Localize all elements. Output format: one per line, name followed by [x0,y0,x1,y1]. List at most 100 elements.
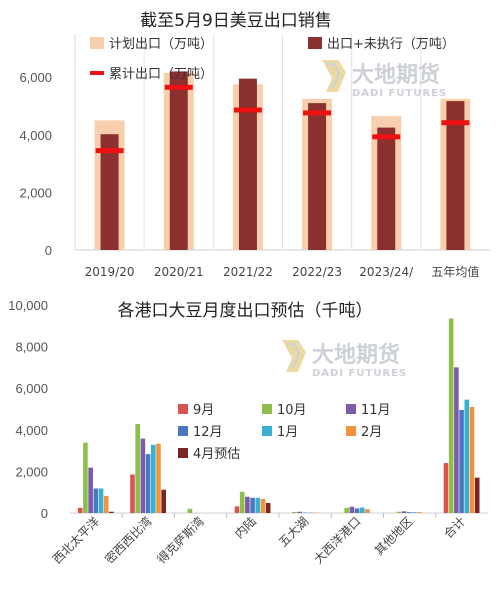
chart1-y-tick-label: 2,000 [19,185,52,200]
port-export-chart: 0 2,000 4,000 6,000 8,000 10,000 西北太平洋 密西西比湾 得克… [8,298,488,567]
month-bar [407,512,412,513]
legend-label-month: 4月预估 [193,447,240,462]
chart2-x-tick-label: 密西西比湾 [101,514,154,567]
chart2-x-tick-label: 五大湖 [275,514,311,550]
month-bar [161,489,166,513]
month-bar [454,367,459,513]
month-bar [349,506,355,513]
legend-swatch-month [178,404,188,414]
legend-label-month: 12月 [193,425,223,440]
export-sales-chart: 0 2,000 4,000 6,000 2019/20 2020/21 2021/22 20… [19,11,490,279]
month-bar [239,491,245,513]
watermark-bottom: 大地期货 DADI FUTURES [282,340,407,379]
legend-label-month: 10月 [277,403,307,418]
export-bar [377,127,396,250]
legend-label-month: 11月 [361,403,391,418]
chart2-y-tick-label: 4,000 [15,423,48,438]
month-bar [83,442,88,513]
legend-swatch-month [346,404,356,414]
dadi-logo-mark-icon-2 [286,343,301,367]
month-bar [98,488,104,513]
month-bar [77,507,83,513]
legend-swatch-month [178,426,188,436]
chart1-x-tick-label: 2023/24/ [359,265,414,279]
legend-label-month: 1月 [277,425,298,440]
watermark-top: 大地期货 DADI FUTURES [322,60,446,99]
chart1-y-tick-label: 0 [45,243,52,258]
month-bar [145,454,151,513]
legend-swatch-month [262,404,272,414]
month-bar [292,511,297,513]
cumulative-marker [372,134,401,140]
watermark-cn: 大地期货 [352,62,440,88]
month-bar [260,498,266,513]
watermark-cn-2: 大地期货 [312,342,400,368]
month-bar [103,495,109,513]
chart2-x-tick-label: 西北太平洋 [49,514,102,567]
month-bar [417,512,423,513]
month-bar [156,443,161,513]
month-bar [150,444,156,513]
chart1-x-tick-label: 2020/21 [154,265,204,279]
month-bar [448,318,454,513]
month-bar [88,467,93,513]
cumulative-marker [441,120,470,126]
export-bar [308,103,327,251]
legend-label-month: 2月 [361,425,382,440]
month-bar [135,423,140,513]
chart2-y-tick-label: 0 [41,506,48,521]
month-bar [401,511,407,513]
chart1-x-tick-label: 2021/22 [223,265,273,279]
legend-swatch-plan [90,37,104,49]
chart2-y-tick-label: 6,000 [15,381,48,396]
chart1-legend: 计划出口（万吨） 出口+未执行（万吨） 累计出口（万吨） [90,37,455,82]
month-bar [412,512,417,513]
month-bar [109,511,114,513]
chart2-legend: 9月 10月 11月 12月 1月 2月 4月预估 [178,403,391,462]
export-bar [446,101,465,250]
chart1-y-tick-label: 4,000 [19,128,52,143]
month-bar [464,399,470,513]
legend-swatch-month [178,448,188,458]
legend-label-month: 9月 [193,403,214,418]
chart2-y-tick-label: 10,000 [8,298,48,313]
chart2-y-tick-label: 2,000 [15,464,48,479]
watermark-en-2: DADI FUTURES [312,368,407,379]
month-bar [469,406,475,513]
month-bar [474,477,480,513]
dadi-logo-mark-icon [326,63,341,87]
chart1-title: 截至5月9日美豆出口销售 [140,11,332,31]
legend-swatch-month [346,426,356,436]
export-bar [169,71,188,250]
chart2-x-tick-label: 其他地区 [372,514,416,558]
export-bar [238,78,257,250]
legend-swatch-month [262,426,272,436]
cumulative-marker [303,110,332,116]
dadi-logo-icon-2 [282,340,306,372]
month-bar [255,497,261,513]
chart2-x-tick-label: 大西洋港口 [310,514,363,567]
chart1-y-tick-label: 6,000 [19,70,52,85]
month-bar [187,508,193,513]
month-bar [140,438,146,513]
month-bar [443,463,449,513]
month-bar [265,503,271,513]
chart2-y-tick-label: 8,000 [15,340,48,355]
month-bar [344,507,349,513]
legend-label-plan: 计划出口（万吨） [109,37,213,52]
cumulative-marker [233,107,262,113]
cumulative-marker [95,148,124,154]
chart2-x-tick-label: 内陆 [231,514,259,542]
month-bar [459,410,464,513]
legend-swatch-cumulative [90,71,104,75]
chart2-title: 各港口大豆月度出口预估（千吨） [118,301,373,321]
dadi-logo-icon [322,60,346,92]
month-bar [245,496,250,513]
month-bar [396,511,402,513]
legend-swatch-export [308,37,322,49]
legend-label-cumulative: 累计出口（万吨） [109,67,213,82]
month-bar [250,497,255,513]
chart1-x-tick-label: 2022/23 [292,265,342,279]
month-bar [234,506,240,513]
